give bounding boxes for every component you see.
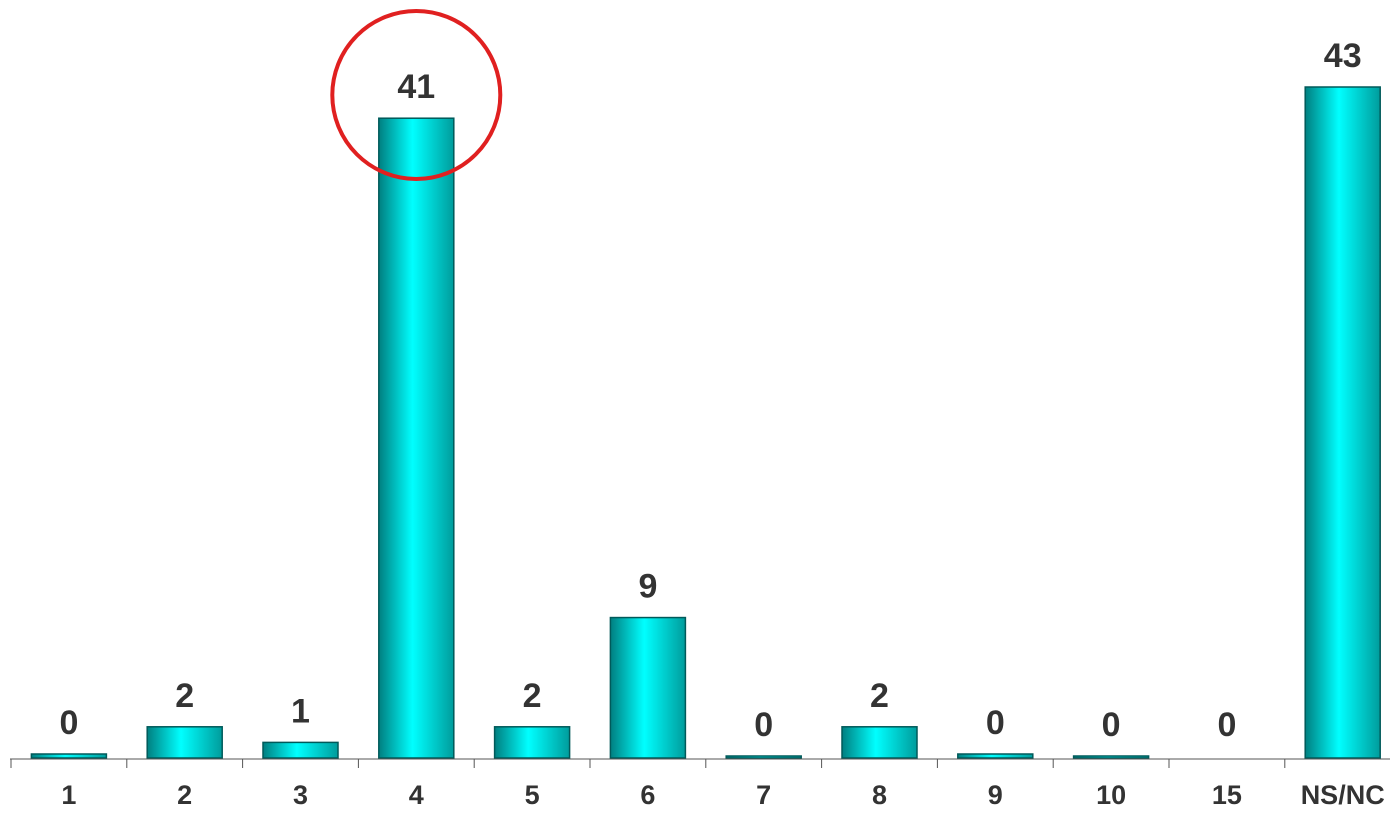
bar-2 bbox=[146, 726, 223, 759]
bar-6 bbox=[609, 616, 687, 759]
tick-label-8: 8 bbox=[872, 780, 887, 810]
data-label-7: 0 bbox=[754, 706, 773, 744]
tick-label-3: 3 bbox=[293, 780, 308, 810]
bar-3 bbox=[262, 741, 339, 759]
data-label-8: 2 bbox=[870, 677, 889, 715]
tick-labels: 1 2 3 4 5 6 7 8 9 10 15 NS/NC bbox=[61, 780, 1384, 810]
tick-label-1: 1 bbox=[61, 780, 76, 810]
data-label-3: 1 bbox=[291, 692, 310, 730]
data-labels: 0 2 1 41 2 9 0 2 0 0 0 43 bbox=[59, 37, 1361, 744]
bar-5 bbox=[493, 726, 571, 759]
data-label-4: 41 bbox=[397, 68, 435, 106]
tick-label-9: 9 bbox=[988, 780, 1003, 810]
tick-label-4: 4 bbox=[409, 780, 424, 810]
data-label-5: 2 bbox=[523, 677, 542, 715]
tick-label-5: 5 bbox=[525, 780, 540, 810]
bar-1 bbox=[30, 753, 108, 759]
data-label-NS/NC: 43 bbox=[1324, 37, 1362, 75]
bar-8 bbox=[841, 726, 918, 759]
tick-label-10: 10 bbox=[1096, 780, 1126, 810]
tick-label-6: 6 bbox=[640, 780, 655, 810]
data-label-9: 0 bbox=[986, 704, 1005, 742]
bar-10 bbox=[1072, 755, 1150, 759]
highlight-circle bbox=[330, 9, 503, 181]
tick-label-15: 15 bbox=[1212, 780, 1242, 810]
tick-label-NS/NC: NS/NC bbox=[1301, 780, 1385, 810]
data-label-1: 0 bbox=[59, 704, 78, 742]
bars-layer bbox=[30, 86, 1381, 759]
annotations bbox=[330, 9, 503, 181]
tick-label-2: 2 bbox=[177, 780, 192, 810]
tick-label-7: 7 bbox=[756, 780, 771, 810]
bar-9 bbox=[957, 753, 1034, 759]
data-label-6: 9 bbox=[638, 568, 657, 606]
data-label-10: 0 bbox=[1102, 706, 1121, 744]
data-label-15: 0 bbox=[1217, 706, 1236, 744]
bar-7 bbox=[725, 755, 802, 759]
bar-4 bbox=[378, 117, 455, 759]
bar-NS/NC bbox=[1304, 86, 1381, 759]
data-label-2: 2 bbox=[175, 677, 194, 715]
x-axis bbox=[10, 758, 1390, 768]
